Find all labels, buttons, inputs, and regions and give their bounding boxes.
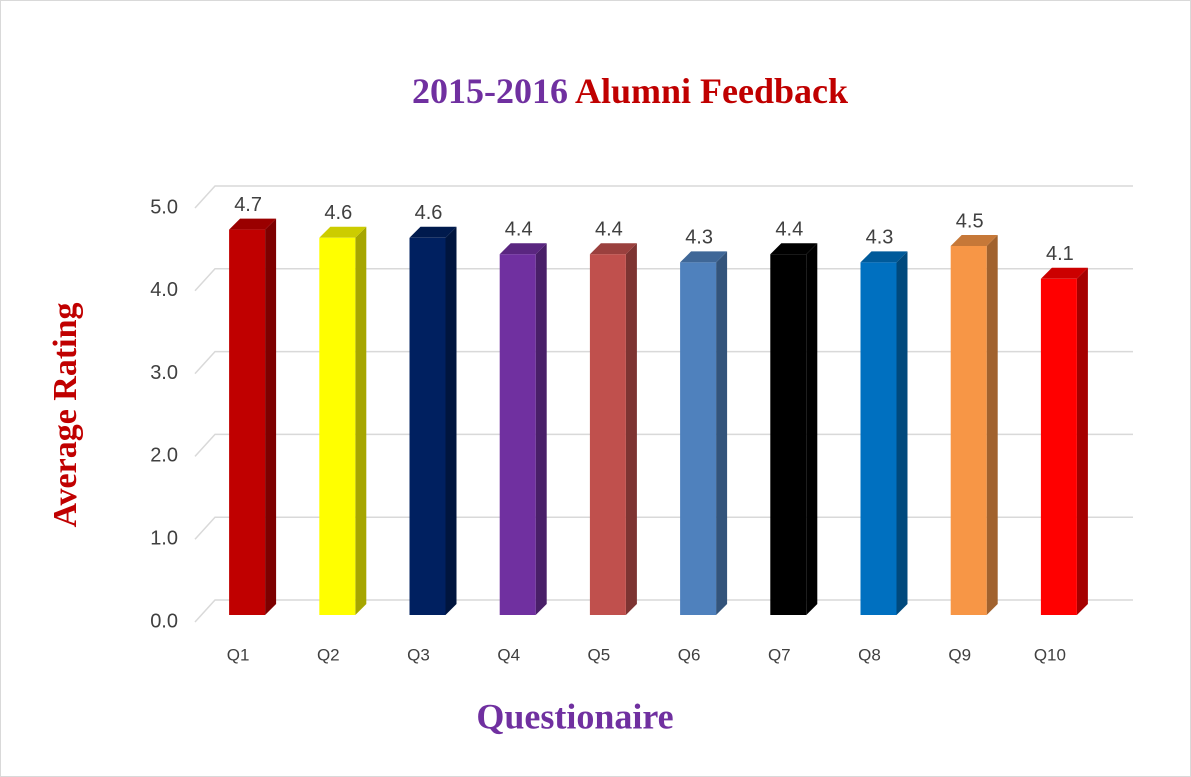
grid-line — [194, 599, 1133, 623]
title-part: 2015-2016 — [412, 71, 568, 111]
y-tick-label: 4.0 — [150, 279, 178, 301]
title-part: Alumni Feedback — [575, 71, 848, 111]
bar-side — [445, 226, 457, 616]
y-tick-label: 5.0 — [150, 196, 178, 218]
bar — [950, 246, 987, 615]
grid-line — [194, 268, 1133, 292]
x-axis-label: Questionaire — [476, 696, 673, 736]
grid-line — [194, 350, 1133, 375]
bar-top — [319, 226, 367, 238]
bar-side — [265, 218, 277, 615]
y-tick-label: 0.0 — [150, 610, 178, 632]
bar-top — [229, 218, 277, 230]
bar-top — [680, 251, 728, 263]
value-label: 4.1 — [1046, 243, 1074, 265]
bar-top — [499, 243, 547, 255]
bar — [499, 254, 536, 615]
x-tick-label: Q5 — [588, 645, 611, 664]
bar-side — [625, 243, 637, 615]
value-label: 4.4 — [595, 218, 623, 240]
value-label: 4.6 — [415, 202, 443, 224]
x-tick-label: Q8 — [858, 645, 881, 664]
value-label: 4.4 — [505, 218, 533, 240]
bar-side — [535, 243, 547, 615]
value-label: 4.7 — [234, 194, 262, 216]
bar-top — [1040, 267, 1088, 279]
grid-line — [194, 433, 1133, 457]
bar-top — [589, 243, 637, 255]
value-label: 4.4 — [775, 218, 803, 240]
bar — [589, 254, 626, 615]
bar-top — [409, 226, 457, 238]
bar-side — [986, 235, 998, 615]
bar — [770, 254, 807, 615]
bar-side — [896, 251, 908, 615]
x-tick-label: Q7 — [768, 645, 791, 664]
bar — [680, 262, 717, 615]
bar-top — [860, 251, 908, 263]
grid-line — [194, 516, 1133, 540]
bar-side — [806, 243, 818, 615]
y-tick-label: 3.0 — [150, 362, 178, 384]
bar-top — [950, 235, 998, 246]
bar — [860, 262, 897, 615]
grid-line — [194, 185, 1133, 209]
bar-side — [716, 251, 728, 615]
y-axis-label: Average Rating — [47, 302, 84, 527]
x-tick-label: Q1 — [227, 645, 250, 664]
value-label: 4.3 — [685, 227, 713, 249]
x-tick-label: Q3 — [407, 645, 430, 664]
bar — [319, 237, 356, 616]
bar-top — [770, 243, 818, 255]
y-tick-label: 1.0 — [150, 527, 178, 549]
bar — [229, 229, 266, 615]
bar — [409, 237, 446, 616]
value-label: 4.5 — [956, 210, 984, 232]
chart-title: 2015-2016 Alumni Feedback — [412, 71, 848, 111]
bar — [1040, 278, 1077, 615]
x-tick-label: Q9 — [948, 645, 971, 664]
value-label: 4.3 — [866, 227, 894, 249]
bar-side — [1076, 267, 1088, 615]
y-tick-label: 2.0 — [150, 445, 178, 467]
bar-side — [355, 226, 367, 616]
x-tick-label: Q10 — [1034, 645, 1066, 664]
value-label: 4.6 — [324, 202, 352, 224]
x-tick-label: Q4 — [497, 645, 520, 664]
x-tick-label: Q2 — [317, 645, 340, 664]
x-tick-label: Q6 — [678, 645, 701, 664]
